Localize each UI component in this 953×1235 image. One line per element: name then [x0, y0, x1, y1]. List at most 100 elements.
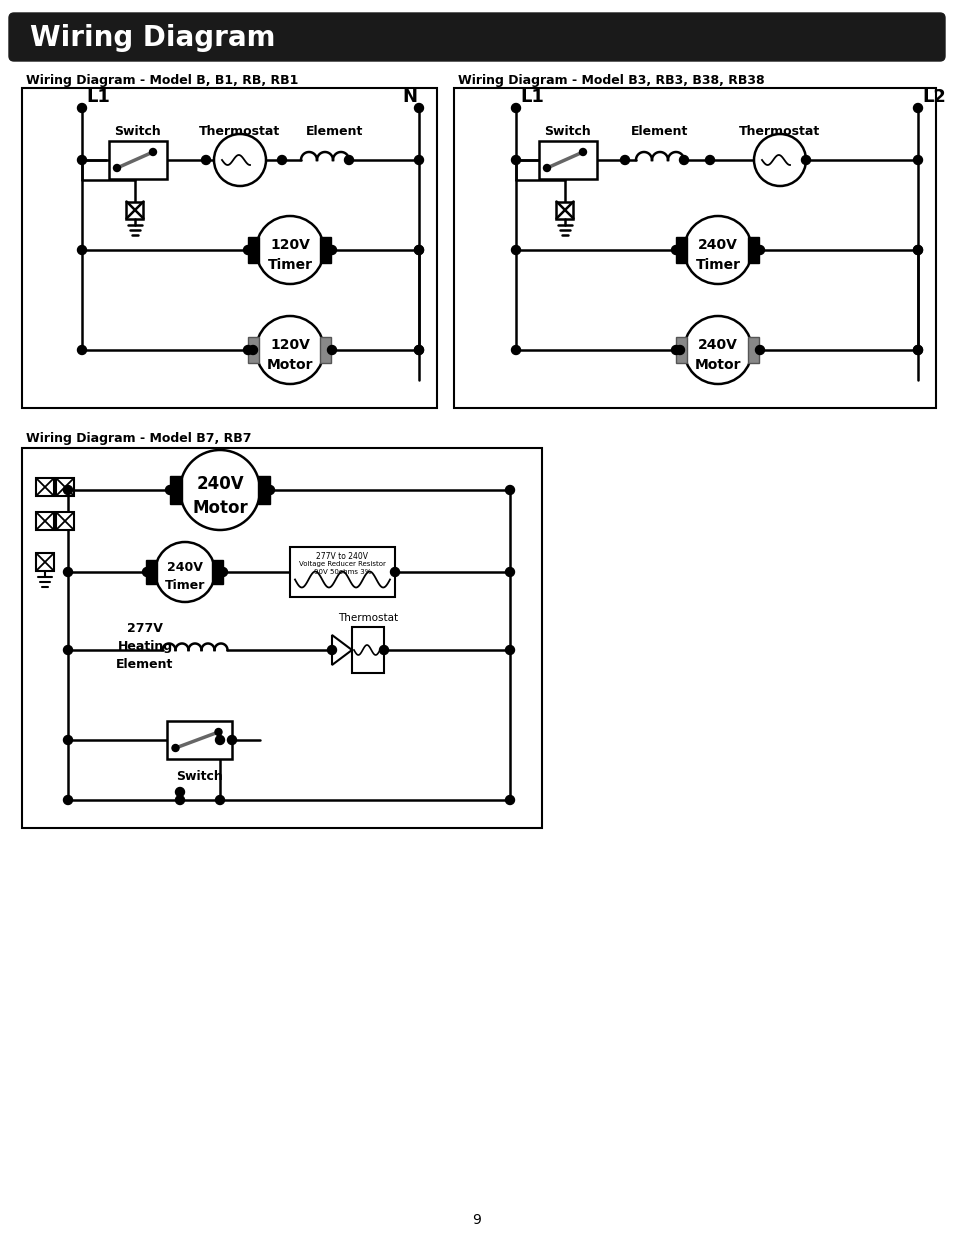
Text: Motor: Motor: [694, 358, 740, 372]
Bar: [56, 478, 74, 496]
Bar: [213, 559, 223, 584]
Text: Timer: Timer: [695, 258, 740, 272]
Circle shape: [671, 246, 679, 254]
Circle shape: [511, 246, 520, 254]
Text: Switch: Switch: [114, 125, 161, 138]
Text: 240V: 240V: [167, 561, 203, 574]
Circle shape: [213, 135, 266, 186]
Circle shape: [683, 216, 751, 284]
Circle shape: [215, 795, 224, 804]
Bar: [248, 337, 259, 363]
Circle shape: [913, 156, 922, 164]
Circle shape: [679, 156, 688, 164]
Bar: [22, 88, 436, 408]
Bar: [109, 141, 167, 179]
Bar: [56, 513, 74, 530]
Text: Timer: Timer: [267, 258, 313, 272]
Bar: [320, 337, 331, 363]
Text: Thermostat: Thermostat: [739, 125, 820, 138]
Text: Motor: Motor: [192, 499, 248, 517]
Circle shape: [543, 164, 550, 172]
Circle shape: [327, 346, 336, 354]
Bar: [168, 721, 233, 760]
Circle shape: [77, 156, 87, 164]
Circle shape: [113, 164, 120, 172]
Text: Element: Element: [631, 125, 688, 138]
Circle shape: [165, 485, 174, 494]
Bar: [127, 201, 143, 219]
Circle shape: [227, 736, 236, 745]
Text: Wiring Diagram - Model B, B1, RB, RB1: Wiring Diagram - Model B, B1, RB, RB1: [26, 74, 298, 86]
Bar: [36, 553, 54, 571]
Bar: [248, 237, 259, 263]
Circle shape: [218, 568, 227, 577]
Text: 120V: 120V: [270, 338, 310, 352]
Circle shape: [77, 246, 87, 254]
Circle shape: [327, 646, 336, 655]
Circle shape: [511, 156, 520, 164]
Text: Heating: Heating: [117, 640, 172, 653]
Text: Switch: Switch: [544, 125, 591, 138]
Circle shape: [243, 246, 253, 254]
Text: L2: L2: [921, 88, 944, 106]
Circle shape: [255, 216, 324, 284]
Circle shape: [64, 646, 72, 655]
Circle shape: [755, 346, 763, 354]
Circle shape: [578, 148, 586, 156]
Bar: [352, 627, 384, 673]
Circle shape: [180, 450, 260, 530]
Circle shape: [913, 104, 922, 112]
Circle shape: [675, 346, 684, 354]
Text: Voltage Reducer Resistor: Voltage Reducer Resistor: [298, 561, 386, 567]
Circle shape: [64, 568, 72, 577]
Circle shape: [511, 104, 520, 112]
Circle shape: [705, 156, 714, 164]
Circle shape: [675, 246, 684, 254]
Circle shape: [77, 346, 87, 354]
Bar: [538, 141, 597, 179]
Circle shape: [175, 788, 184, 797]
Circle shape: [414, 246, 423, 254]
Circle shape: [511, 346, 520, 354]
Text: Wiring Diagram - Model B7, RB7: Wiring Diagram - Model B7, RB7: [26, 432, 252, 445]
Bar: [556, 201, 573, 219]
Circle shape: [77, 104, 87, 112]
Bar: [147, 559, 157, 584]
Circle shape: [414, 246, 423, 254]
FancyBboxPatch shape: [9, 14, 944, 61]
Circle shape: [265, 485, 274, 494]
Text: Motor: Motor: [267, 358, 313, 372]
Text: Timer: Timer: [165, 579, 205, 592]
Circle shape: [344, 156, 354, 164]
Circle shape: [379, 646, 388, 655]
Text: Thermostat: Thermostat: [199, 125, 280, 138]
Circle shape: [753, 135, 805, 186]
Text: Wiring Diagram: Wiring Diagram: [30, 23, 275, 52]
Circle shape: [248, 246, 257, 254]
Text: L1: L1: [519, 88, 543, 106]
Bar: [676, 237, 687, 263]
Circle shape: [414, 104, 423, 112]
Bar: [748, 237, 759, 263]
Bar: [290, 547, 395, 597]
Text: Element: Element: [306, 125, 363, 138]
Circle shape: [248, 346, 257, 354]
Circle shape: [913, 346, 922, 354]
Circle shape: [150, 148, 156, 156]
Circle shape: [505, 646, 514, 655]
Text: 240V: 240V: [698, 338, 738, 352]
Text: 90V 50ohms 3%: 90V 50ohms 3%: [314, 569, 371, 576]
Text: 9: 9: [472, 1213, 481, 1228]
Circle shape: [255, 316, 324, 384]
Circle shape: [215, 736, 224, 745]
Circle shape: [414, 346, 423, 354]
Bar: [36, 513, 54, 530]
Circle shape: [801, 156, 810, 164]
Bar: [454, 88, 935, 408]
Bar: [257, 475, 270, 504]
Circle shape: [64, 795, 72, 804]
Circle shape: [913, 346, 922, 354]
Circle shape: [64, 736, 72, 745]
Text: N: N: [401, 88, 416, 106]
Circle shape: [913, 246, 922, 254]
